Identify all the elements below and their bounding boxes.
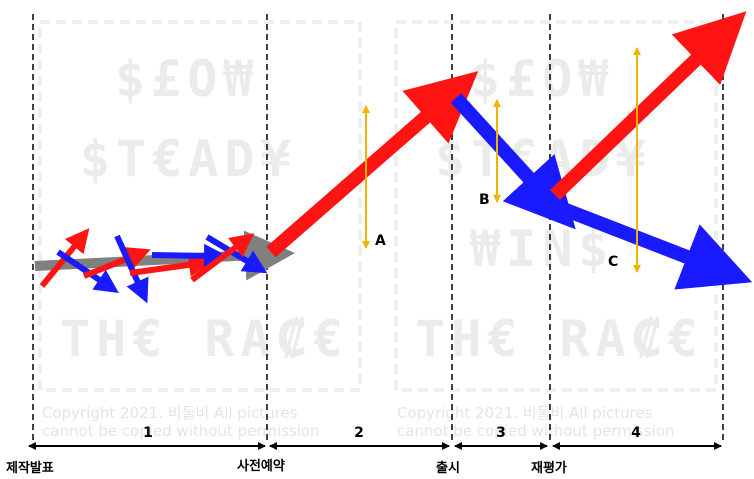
watermark-line: ₩IN$ xyxy=(470,220,615,278)
phase-label: 3 xyxy=(496,425,506,441)
watermark-line: $£O₩ xyxy=(115,50,260,108)
down-arrow xyxy=(550,198,753,290)
point-label-b: B xyxy=(479,192,490,208)
watermark-copyright: cannot be copied without permission xyxy=(42,422,320,440)
up-arrow xyxy=(39,228,90,288)
up-arrow xyxy=(550,11,747,201)
watermark-copyright: Copyright 2021. 비둘비 All pictures xyxy=(42,404,298,422)
watermark-frame xyxy=(394,20,718,392)
phase-label: 1 xyxy=(143,425,153,441)
watermark-copyright: Copyright 2021. 비둘비 All pictures xyxy=(397,404,653,422)
watermark-copyright: cannot be copied without permission xyxy=(397,422,675,440)
down-arrow xyxy=(151,243,228,268)
point-label-c: C xyxy=(608,254,619,270)
up-arrow xyxy=(129,252,213,277)
watermark-frame xyxy=(38,20,362,392)
up-arrow xyxy=(266,71,479,258)
phase-label: 4 xyxy=(631,425,641,441)
down-arrow xyxy=(114,234,149,304)
watermark-line: $T€AD¥ xyxy=(80,130,297,188)
phase-label: 2 xyxy=(354,425,364,441)
watermark-line: TH€ RA₡€ xyxy=(415,310,704,368)
watermark-line: TH€ RA₡€ xyxy=(60,310,349,368)
down-arrow xyxy=(56,249,119,294)
milestone-label: 재평가 xyxy=(531,461,567,476)
watermark-line: $£O₩ xyxy=(470,50,615,108)
up-arrow xyxy=(190,233,255,283)
milestone-label: 제작발표 xyxy=(6,461,54,476)
point-label-a: A xyxy=(375,233,386,249)
milestone-label: 출시 xyxy=(436,461,460,476)
milestone-label: 사전예약 xyxy=(237,459,285,474)
